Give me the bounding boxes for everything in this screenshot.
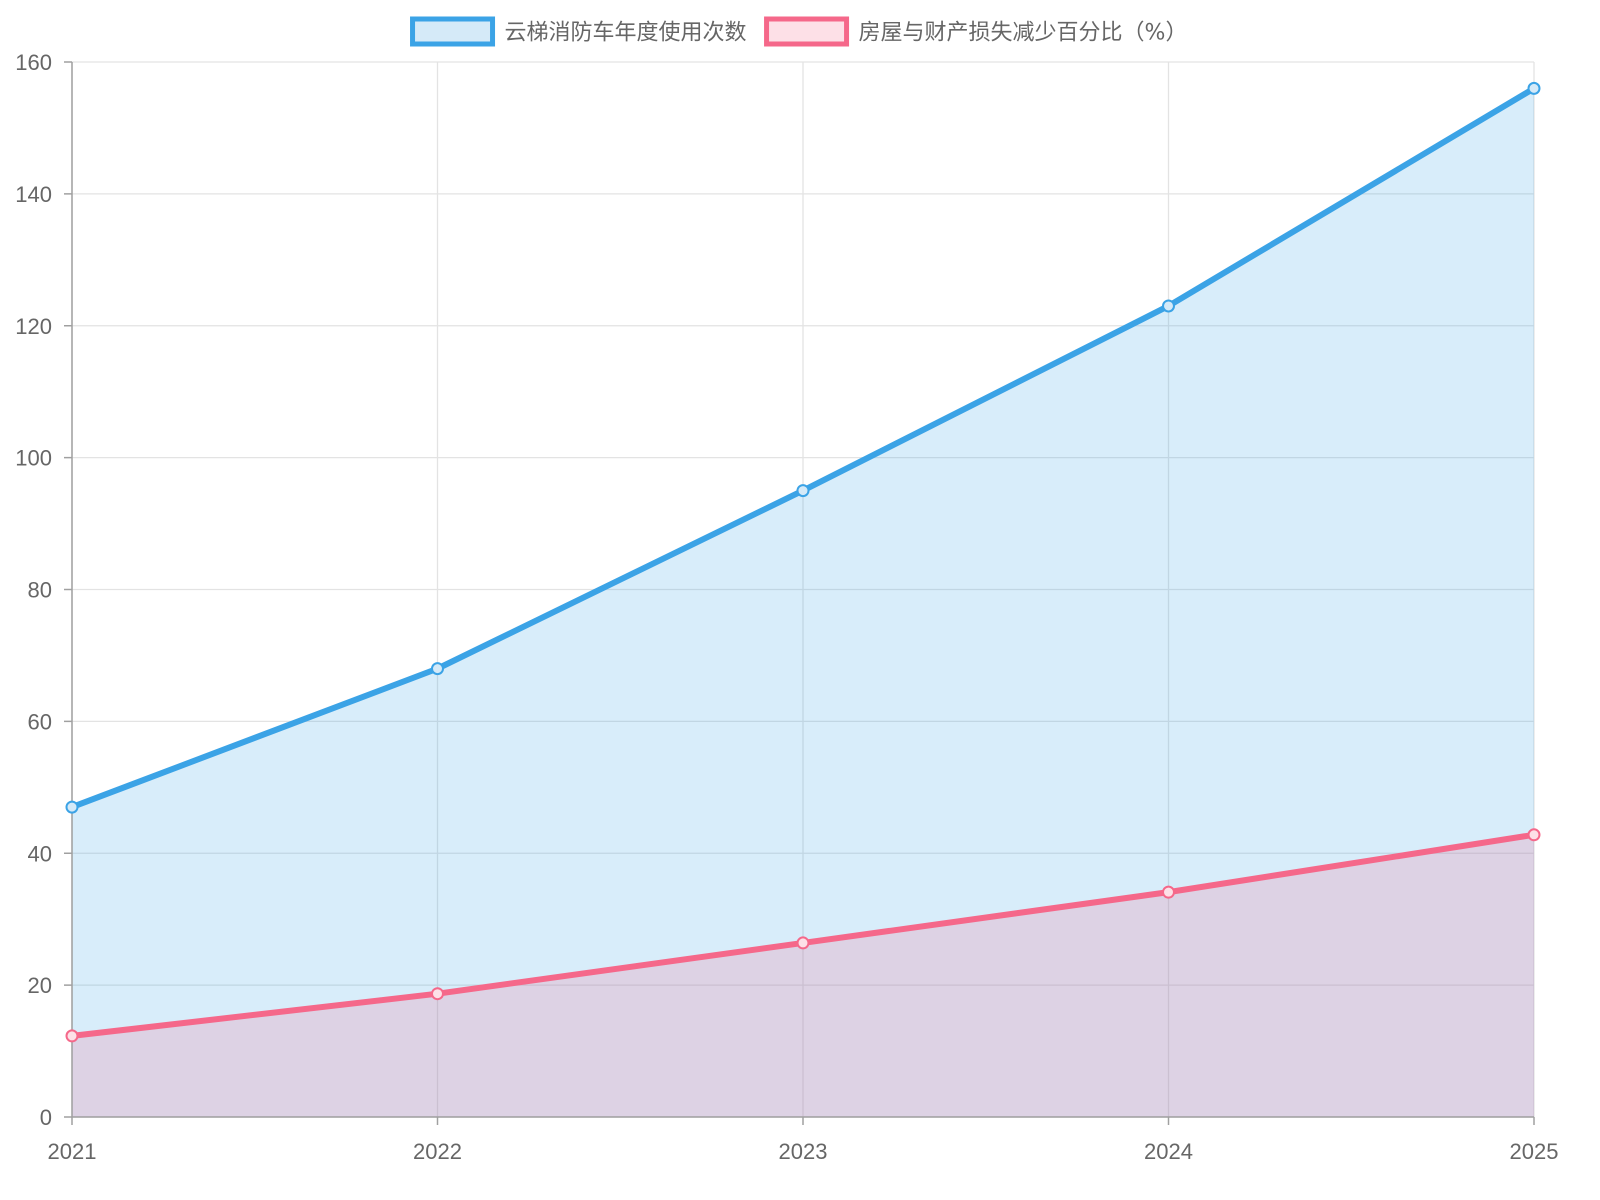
legend-swatch: [764, 16, 850, 47]
y-tick-label: 100: [15, 446, 52, 471]
legend-item-2[interactable]: 房屋与财产损失减少百分比（%）: [764, 16, 1188, 47]
series-area-2: [72, 834, 1534, 1117]
data-point-series-2-2021[interactable]: [65, 1029, 79, 1043]
data-point-series-2-2025[interactable]: [1527, 828, 1541, 842]
y-tick-label: 160: [15, 50, 52, 75]
y-tick-label: 0: [40, 1105, 52, 1130]
data-point-series-2-2024[interactable]: [1162, 885, 1175, 899]
data-point-series-2-2022[interactable]: [431, 987, 444, 1001]
data-point-series-1-2021[interactable]: [65, 800, 79, 814]
data-point-series-1-2022[interactable]: [431, 662, 444, 676]
legend-item-1[interactable]: 云梯消防车年度使用次数: [410, 16, 747, 47]
x-tick-label: 2024: [1144, 1139, 1193, 1164]
y-tick-label: 80: [28, 578, 52, 603]
y-tick-label: 140: [15, 182, 52, 207]
legend-swatch: [410, 16, 496, 47]
data-point-series-1-2024[interactable]: [1162, 299, 1175, 313]
x-tick-label: 2022: [413, 1139, 462, 1164]
y-tick-label: 20: [28, 973, 52, 998]
axes: [64, 61, 1535, 1125]
y-tick-label: 120: [15, 314, 52, 339]
legend[interactable]: 云梯消防车年度使用次数 房屋与财产损失减少百分比（%）: [410, 16, 1188, 47]
data-point-series-2-2023[interactable]: [796, 936, 810, 950]
series-area-1: [72, 88, 1534, 1117]
tick-labels: 0 20 40 60 80 100 120 140 160 2021 2022 2023 2024 202…: [15, 50, 1558, 1164]
x-tick-label: 2021: [48, 1139, 97, 1164]
x-tick-label: 2025: [1510, 1139, 1559, 1164]
legend-label: 房屋与财产损失减少百分比（%）: [859, 21, 1188, 46]
data-point-series-1-2023[interactable]: [796, 484, 810, 498]
grid: [71, 61, 1535, 1118]
data-point-series-1-2025[interactable]: [1527, 81, 1541, 95]
x-tick-label: 2023: [779, 1139, 828, 1164]
y-tick-label: 60: [28, 709, 52, 734]
data-points: [65, 81, 1541, 1043]
area-fills: [72, 88, 1534, 1117]
y-tick-label: 40: [28, 841, 52, 866]
legend-label: 云梯消防车年度使用次数: [505, 21, 747, 46]
